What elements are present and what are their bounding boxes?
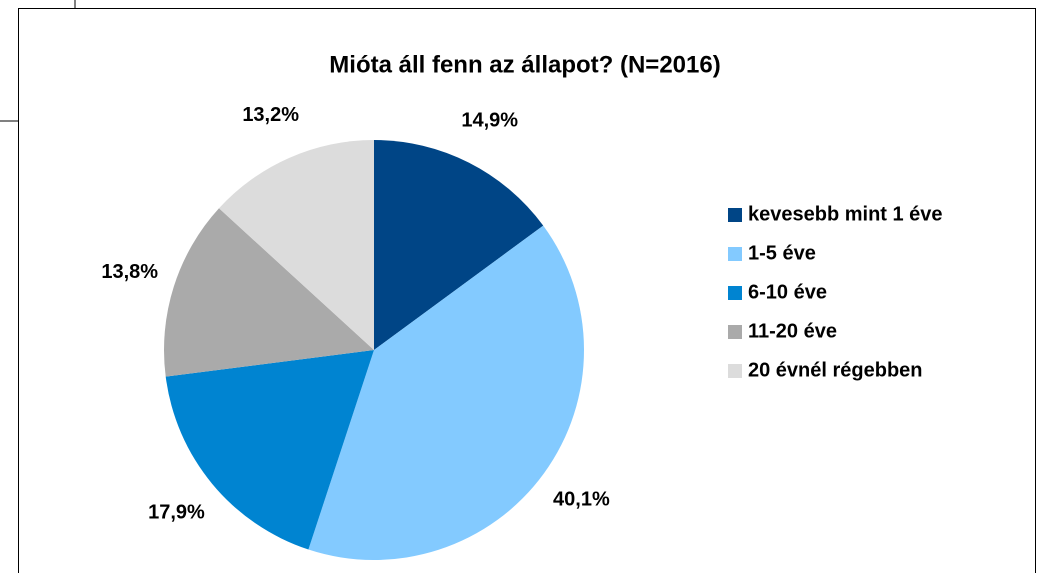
chart-title: Mióta áll fenn az állapot? (N=2016) [329, 51, 720, 78]
legend-label: 20 évnél régebben [748, 359, 923, 381]
data-label: 40,1% [553, 489, 610, 511]
legend-swatch [728, 286, 742, 300]
legend-label: 1-5 éve [748, 242, 816, 264]
data-label: 13,8% [101, 261, 158, 283]
data-label: 13,2% [242, 104, 299, 126]
pie-slice [164, 208, 374, 377]
legend-swatch [728, 247, 742, 261]
pie-slice [165, 350, 374, 550]
legend-swatch [728, 364, 742, 378]
pie-slice [374, 140, 544, 350]
pie-slice [308, 225, 584, 560]
legend-swatch [728, 325, 742, 339]
legend-swatch [728, 208, 742, 222]
legend-label: kevesebb mint 1 éve [748, 203, 943, 225]
legend-label: 6-10 éve [748, 281, 827, 303]
legend-label: 11-20 éve [748, 320, 837, 342]
pie-slice [219, 140, 374, 350]
data-label: 14,9% [461, 110, 518, 132]
data-label: 17,9% [148, 501, 205, 523]
